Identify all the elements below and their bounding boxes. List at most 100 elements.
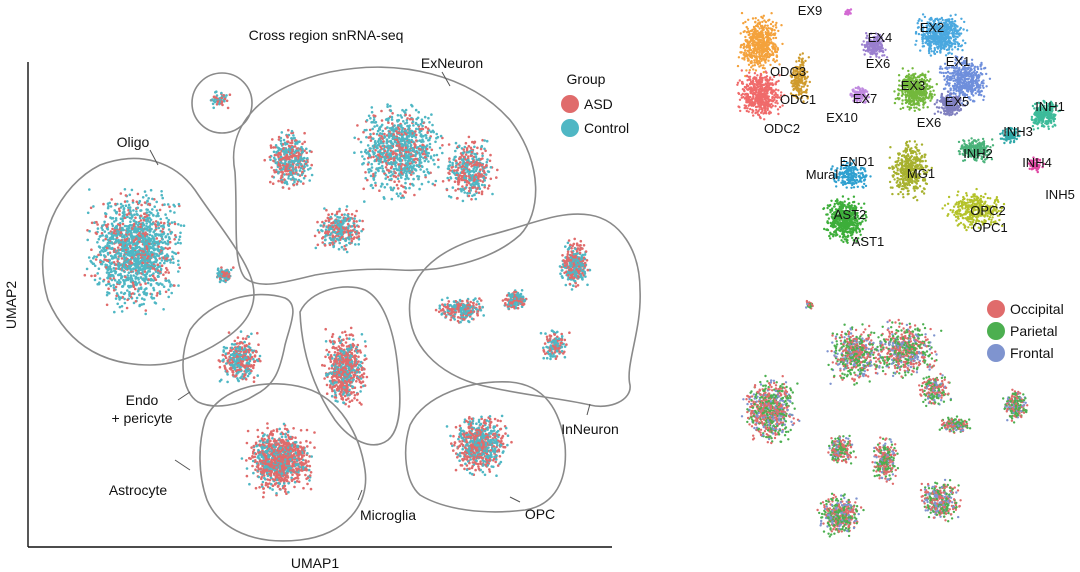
point [484, 176, 487, 180]
point [239, 368, 242, 371]
point [379, 157, 383, 161]
point [344, 373, 347, 377]
point [447, 178, 451, 182]
point [414, 121, 418, 125]
point [361, 380, 365, 384]
point [347, 405, 351, 408]
point [406, 117, 409, 120]
point [111, 227, 114, 231]
point [156, 221, 160, 224]
point [109, 247, 113, 250]
point [420, 182, 424, 186]
point [167, 288, 170, 292]
point [379, 152, 383, 156]
point [292, 134, 295, 137]
point [304, 160, 308, 164]
point [112, 266, 116, 270]
point [100, 262, 104, 266]
point [147, 269, 150, 273]
point [294, 139, 297, 142]
point [241, 373, 245, 376]
point [471, 182, 474, 186]
point [352, 391, 356, 394]
point [136, 289, 140, 293]
point [402, 185, 405, 189]
point [170, 221, 174, 224]
point [353, 151, 356, 154]
point [124, 275, 127, 279]
point [348, 358, 352, 362]
point [286, 164, 289, 168]
point [235, 342, 239, 345]
point [153, 301, 157, 304]
point [247, 350, 251, 354]
point [277, 135, 281, 139]
point [381, 129, 385, 133]
point [152, 213, 155, 217]
point [343, 354, 347, 357]
point [310, 173, 314, 177]
point [146, 257, 149, 260]
point [376, 129, 380, 133]
point [164, 279, 167, 282]
point [226, 373, 229, 376]
point [374, 149, 377, 152]
point [428, 142, 432, 146]
point [477, 172, 481, 175]
point [138, 221, 141, 225]
point [332, 345, 335, 349]
point [130, 256, 134, 259]
point [148, 233, 152, 237]
point [341, 219, 345, 223]
point [259, 359, 262, 363]
point [349, 217, 353, 220]
point [173, 284, 176, 287]
point [339, 349, 342, 352]
point [122, 255, 126, 258]
point [164, 271, 167, 274]
point [462, 178, 466, 182]
point [249, 371, 252, 375]
point [365, 119, 369, 122]
point [345, 208, 348, 212]
point [244, 350, 248, 354]
point [419, 134, 423, 137]
point [469, 146, 473, 150]
point [405, 176, 409, 179]
point [467, 194, 471, 198]
point [135, 220, 138, 224]
point [217, 359, 221, 362]
point [330, 372, 334, 376]
point [389, 104, 392, 108]
point [330, 394, 334, 398]
point [334, 391, 337, 395]
point [167, 236, 171, 239]
point [297, 173, 300, 176]
point [145, 240, 148, 244]
point [143, 237, 146, 240]
point [236, 379, 240, 382]
point [275, 150, 278, 154]
point [427, 151, 431, 155]
point [416, 123, 420, 127]
point [279, 142, 283, 145]
point [386, 105, 389, 108]
point [397, 180, 401, 183]
point [413, 158, 416, 161]
point [138, 268, 142, 272]
point [117, 295, 121, 299]
point [144, 312, 147, 316]
point [418, 187, 421, 191]
point [257, 343, 260, 347]
point [135, 234, 138, 238]
point [388, 140, 392, 143]
point [465, 179, 469, 183]
point [335, 212, 339, 215]
point [296, 142, 299, 145]
point [390, 146, 394, 150]
point [225, 94, 228, 97]
point [177, 259, 180, 263]
point [272, 150, 276, 154]
point [377, 127, 381, 131]
point [126, 200, 129, 203]
